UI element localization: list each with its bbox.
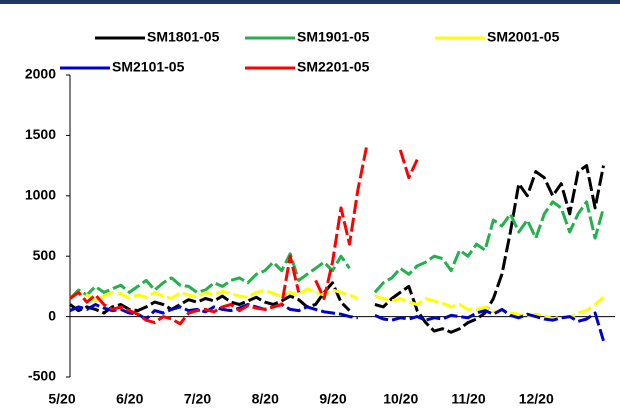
series-line: [68, 200, 605, 300]
x-tick-label: 6/20: [116, 391, 143, 407]
legend-label: SM2001-05: [487, 29, 560, 45]
y-tick-label: 0: [48, 307, 56, 323]
y-tick-label: 1000: [25, 187, 56, 203]
legend-label: SM1901-05: [297, 29, 370, 45]
series-line: [69, 303, 605, 342]
top-border: [0, 0, 620, 4]
legend-label: SM2101-05: [112, 59, 185, 75]
legend-label: SM1801-05: [147, 29, 220, 45]
series-line: [69, 164, 605, 334]
x-tick-label: 9/20: [319, 391, 346, 407]
series-line: [69, 147, 419, 326]
legend-label: SM2201-05: [297, 59, 370, 75]
x-tick-label: 12/20: [519, 391, 554, 407]
y-tick-label: -500: [28, 368, 56, 384]
x-tick-label: 11/20: [451, 391, 485, 407]
y-tick-label: 1500: [25, 126, 56, 142]
x-tick-label: 5/20: [48, 391, 75, 407]
x-tick-label: 10/20: [383, 391, 418, 407]
x-tick-label: 7/20: [184, 391, 211, 407]
y-tick-label: 500: [33, 247, 57, 263]
x-tick-label: 8/20: [252, 391, 279, 407]
y-tick-label: 2000: [25, 66, 56, 82]
